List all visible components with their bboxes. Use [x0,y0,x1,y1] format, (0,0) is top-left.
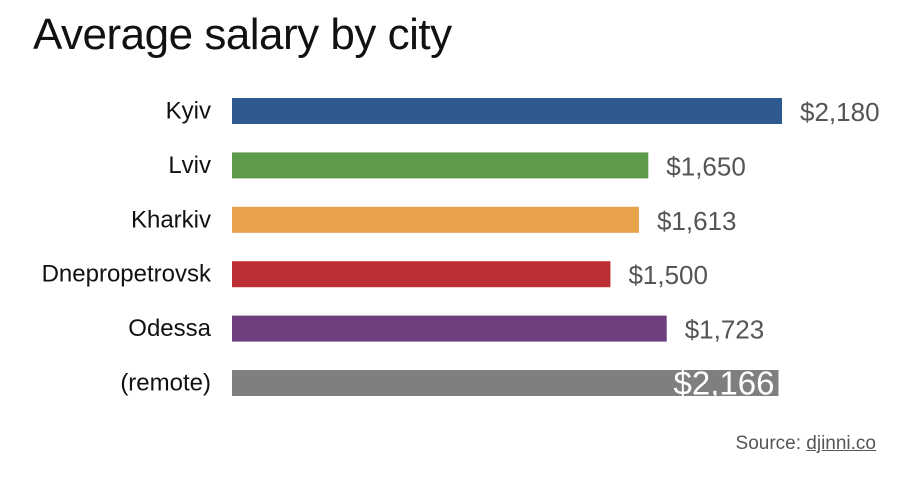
bar-kharkiv [232,206,639,233]
chart-title: Average salary by city [33,10,452,59]
bar-remote [232,370,779,396]
source-prefix: Source: [735,433,807,454]
bar-odessa [232,315,667,342]
value-label-remote: $2,166 [674,365,775,402]
source-credit: Source: djinni.co [736,433,876,455]
bar-lviv [232,152,649,179]
category-label-lviv: Lviv [168,152,211,179]
value-label-kharkiv: $1,613 [657,206,737,236]
bar-dnepropetrovsk [232,261,611,288]
category-label-odessa: Odessa [128,315,211,342]
bar-kyiv [232,98,782,124]
value-label-lviv: $1,650 [666,151,746,181]
category-label-kharkiv: Kharkiv [131,206,211,233]
category-label-dnepropetrovsk: Dnepropetrovsk [42,261,212,288]
value-label-odessa: $1,723 [685,315,765,345]
category-label-kyiv: Kyiv [166,98,211,125]
value-label-kyiv: $2,180 [800,97,880,127]
source-link[interactable]: djinni.co [806,433,876,454]
value-label-dnepropetrovsk: $1,500 [628,260,708,290]
category-label-remote: (remote) [120,370,211,397]
